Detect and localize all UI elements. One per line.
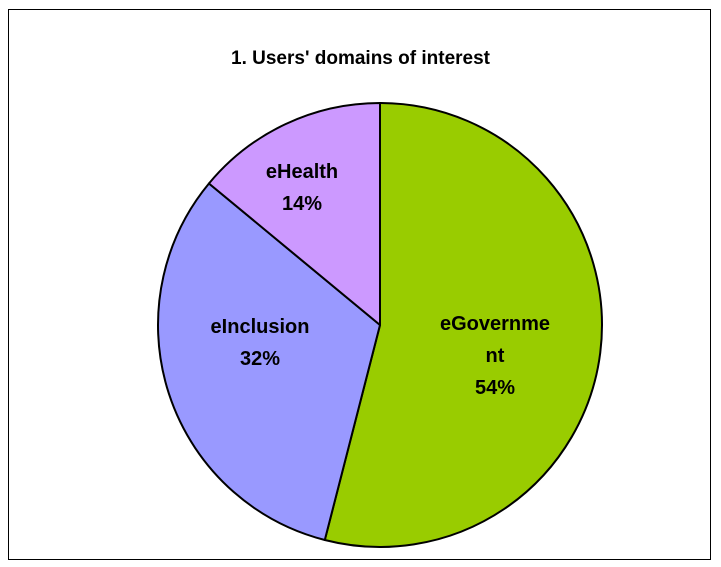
slice-value: 14% bbox=[281, 193, 323, 215]
slice-value: 32% bbox=[239, 348, 281, 370]
slice-label-einclusion: eInclusion 32% bbox=[180, 311, 340, 375]
chart-title: 1. Users' domains of interest bbox=[231, 48, 490, 69]
slice-name-line: eHealth bbox=[265, 161, 339, 183]
slice-label-ehealth: eHealth 14% bbox=[232, 156, 372, 220]
slice-value: 54% bbox=[474, 377, 516, 399]
pie-slice-ehealth bbox=[207, 102, 381, 326]
slice-name-line: eInclusion bbox=[210, 316, 310, 338]
pie-slice-einclusion bbox=[157, 182, 381, 542]
slice-name-line: nt bbox=[485, 345, 505, 367]
slice-label-egovernment: eGovernme nt 54% bbox=[400, 308, 590, 404]
slice-name-line: eGovernme bbox=[439, 313, 551, 335]
pie-slice-egovernment bbox=[323, 102, 603, 548]
